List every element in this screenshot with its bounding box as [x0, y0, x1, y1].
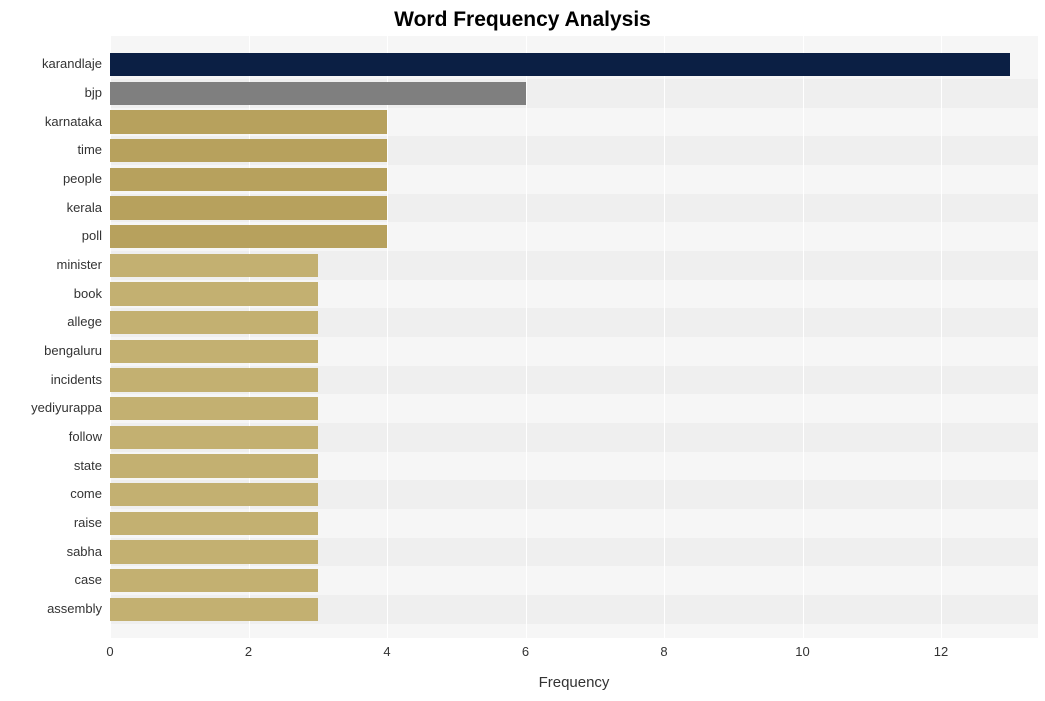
y-tick-label: karandlaje	[0, 56, 102, 71]
x-tick-label: 12	[934, 644, 948, 659]
y-tick-label: yediyurappa	[0, 400, 102, 415]
y-tick-label: bjp	[0, 85, 102, 100]
y-tick-label: poll	[0, 228, 102, 243]
y-tick-label: state	[0, 458, 102, 473]
bar	[110, 483, 318, 507]
bar	[110, 110, 387, 134]
bar	[110, 426, 318, 450]
y-tick-label: karnataka	[0, 114, 102, 129]
y-tick-label: incidents	[0, 372, 102, 387]
y-tick-label: bengaluru	[0, 343, 102, 358]
x-axis-label: Frequency	[110, 674, 1038, 691]
y-tick-label: kerala	[0, 200, 102, 215]
grid-line	[526, 36, 527, 638]
x-tick-label: 10	[795, 644, 809, 659]
x-tick-label: 4	[383, 644, 390, 659]
grid-line	[664, 36, 665, 638]
chart-title: Word Frequency Analysis	[0, 8, 1045, 32]
grid-line	[803, 36, 804, 638]
x-tick-label: 6	[522, 644, 529, 659]
bar	[110, 82, 526, 106]
y-tick-label: case	[0, 572, 102, 587]
bar	[110, 311, 318, 335]
bar	[110, 139, 387, 163]
y-tick-label: sabha	[0, 544, 102, 559]
bar	[110, 225, 387, 249]
y-tick-label: raise	[0, 515, 102, 530]
bar	[110, 282, 318, 306]
bar	[110, 512, 318, 536]
y-tick-label: allege	[0, 314, 102, 329]
plot-area	[110, 36, 1038, 638]
bar	[110, 53, 1010, 77]
y-tick-label: time	[0, 142, 102, 157]
bar	[110, 569, 318, 593]
y-tick-label: follow	[0, 429, 102, 444]
y-tick-label: book	[0, 286, 102, 301]
bar	[110, 598, 318, 622]
bar	[110, 254, 318, 278]
grid-line	[941, 36, 942, 638]
y-tick-label: assembly	[0, 601, 102, 616]
bar	[110, 454, 318, 478]
bar	[110, 168, 387, 192]
y-tick-label: people	[0, 171, 102, 186]
chart-container: Word Frequency Analysis Frequency karand…	[0, 0, 1045, 701]
y-tick-label: minister	[0, 257, 102, 272]
bar	[110, 397, 318, 421]
bar	[110, 540, 318, 564]
y-tick-label: come	[0, 486, 102, 501]
bar	[110, 368, 318, 392]
bar	[110, 196, 387, 220]
bar	[110, 340, 318, 364]
x-tick-label: 2	[245, 644, 252, 659]
x-tick-label: 8	[660, 644, 667, 659]
x-tick-label: 0	[106, 644, 113, 659]
grid-line	[387, 36, 388, 638]
